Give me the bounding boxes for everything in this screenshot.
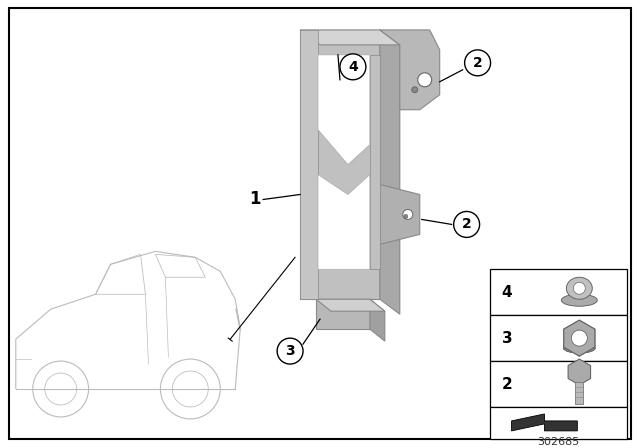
Polygon shape (316, 299, 385, 311)
Circle shape (403, 210, 413, 220)
Bar (575, 382, 583, 404)
Circle shape (277, 338, 303, 364)
Polygon shape (511, 414, 577, 431)
Circle shape (465, 50, 491, 76)
Ellipse shape (566, 277, 592, 299)
Polygon shape (380, 185, 420, 244)
Circle shape (412, 87, 418, 93)
Polygon shape (380, 30, 440, 110)
Polygon shape (300, 30, 380, 299)
Text: 4: 4 (348, 60, 358, 74)
Circle shape (340, 54, 366, 80)
Circle shape (454, 211, 479, 237)
Circle shape (418, 73, 432, 87)
Polygon shape (318, 175, 370, 269)
Text: 3: 3 (502, 331, 512, 345)
Polygon shape (300, 30, 400, 45)
Circle shape (404, 215, 408, 219)
Bar (490, 407, 627, 439)
Text: 4: 4 (502, 285, 512, 300)
Polygon shape (370, 299, 385, 341)
Polygon shape (370, 55, 380, 269)
Ellipse shape (563, 343, 595, 353)
Text: 3: 3 (285, 344, 295, 358)
Bar (490, 361, 627, 407)
Circle shape (572, 330, 588, 346)
Text: 2: 2 (502, 376, 512, 392)
Text: 2: 2 (461, 217, 472, 232)
Text: 1: 1 (250, 190, 261, 208)
Polygon shape (316, 299, 370, 329)
Ellipse shape (561, 294, 597, 306)
Bar (490, 315, 627, 361)
Text: 2: 2 (473, 56, 483, 70)
Polygon shape (568, 359, 591, 385)
Bar (490, 269, 627, 315)
Circle shape (573, 282, 586, 294)
Polygon shape (380, 30, 400, 314)
Polygon shape (564, 320, 595, 356)
Text: 302685: 302685 (537, 437, 579, 447)
Polygon shape (318, 55, 370, 164)
Polygon shape (300, 30, 318, 299)
